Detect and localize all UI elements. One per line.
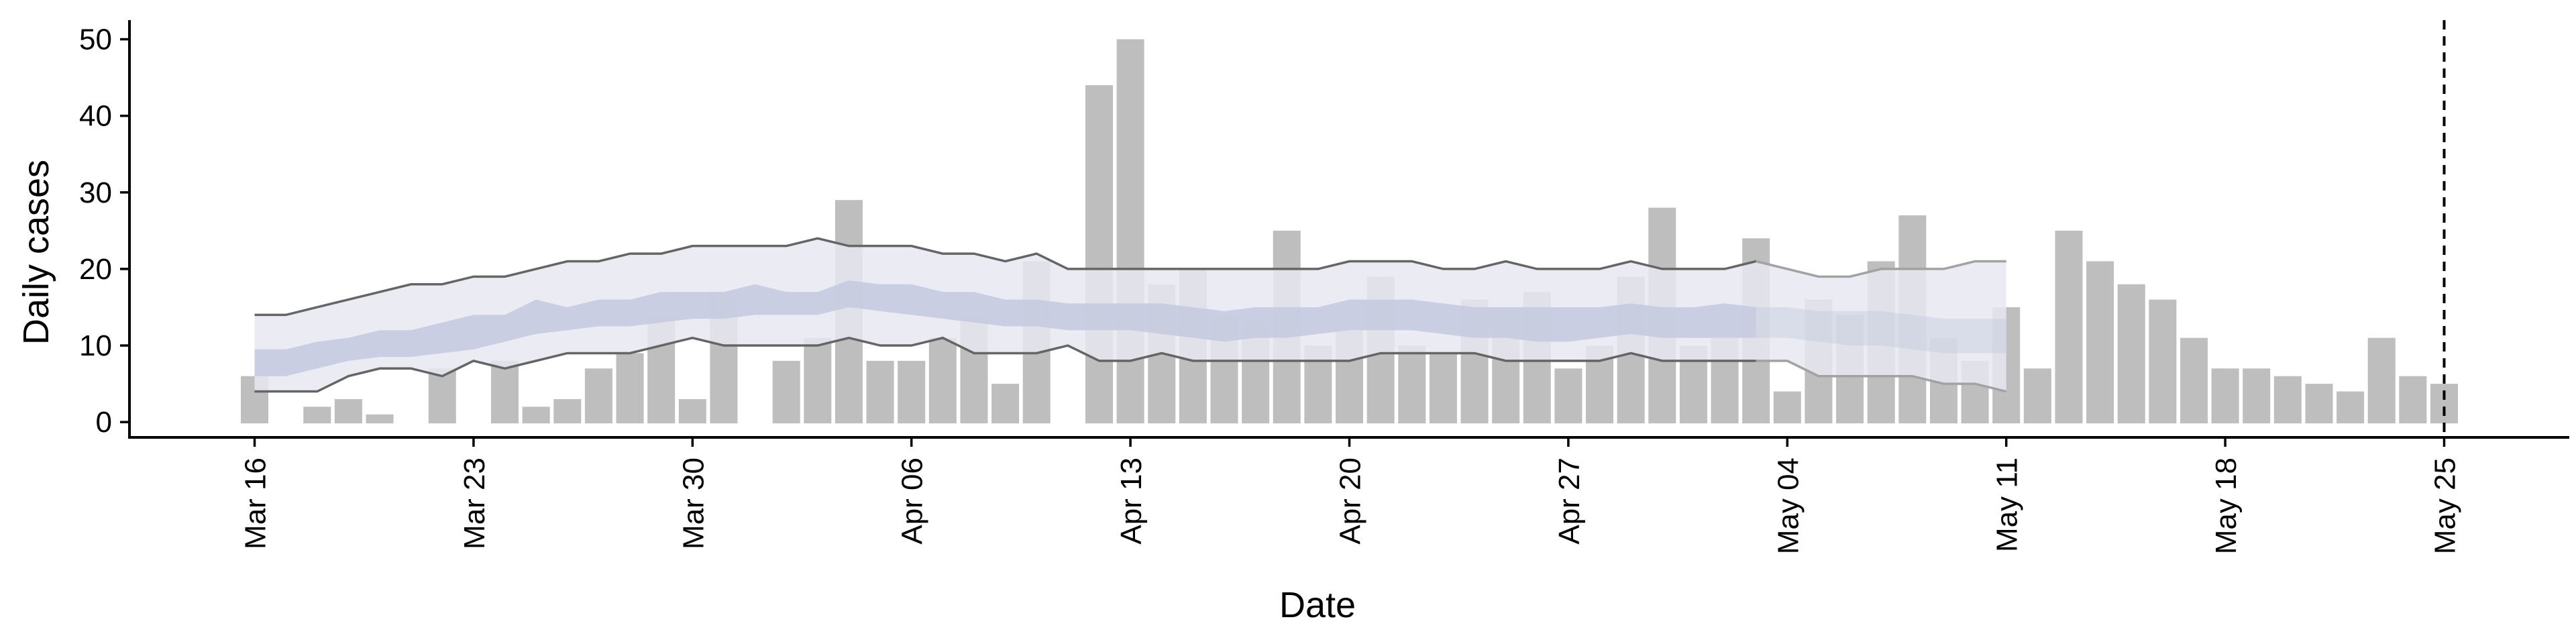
bar <box>866 360 894 424</box>
x-tick-label: Mar 16 <box>239 458 272 549</box>
x-tick-label: Mar 30 <box>677 458 710 549</box>
bar <box>2367 337 2396 424</box>
y-tick-label: 0 <box>96 406 112 439</box>
y-tick-label: 10 <box>79 329 112 362</box>
y-tick-label: 50 <box>79 23 112 56</box>
bar <box>491 360 519 424</box>
x-tick-label: Mar 23 <box>458 458 491 549</box>
lower-bound-line <box>254 336 1756 393</box>
bar <box>1116 39 1144 424</box>
x-tick-label: Apr 06 <box>896 458 929 545</box>
bar <box>553 398 582 424</box>
bar <box>428 368 456 424</box>
upper-bound-line <box>254 237 1757 317</box>
bar <box>2086 261 2114 424</box>
upper-bound-line-projection <box>1756 260 2006 278</box>
bar <box>772 360 800 424</box>
bar <box>1398 345 1426 424</box>
bar <box>1085 85 1113 424</box>
bars-layer <box>240 39 2459 424</box>
bar <box>928 337 957 424</box>
forecast-band-layer <box>254 238 2006 392</box>
inner-uncertainty-band <box>254 280 1756 376</box>
bar <box>898 360 926 424</box>
x-tick-label: May 11 <box>1991 458 2024 552</box>
bar <box>2211 368 2239 424</box>
bar <box>2243 368 2271 424</box>
bar <box>2399 376 2427 424</box>
y-axis-title: Daily cases <box>16 160 56 345</box>
bar <box>1773 391 1801 424</box>
bar <box>804 337 832 424</box>
bar <box>616 353 644 424</box>
bar <box>2273 376 2302 424</box>
x-axis-title: Date <box>1279 585 1356 625</box>
y-tick-label: 20 <box>79 253 112 286</box>
bar <box>1429 353 1457 424</box>
x-tick-label: May 04 <box>1772 458 1805 554</box>
x-tick-label: Apr 27 <box>1553 458 1586 545</box>
bar <box>522 407 550 424</box>
bar <box>2305 384 2333 424</box>
bar <box>1554 368 1582 424</box>
bar <box>2055 230 2083 424</box>
bar <box>334 398 362 424</box>
lower-bound-line-projection <box>1756 360 2007 393</box>
y-tick-label: 30 <box>79 176 112 209</box>
bar <box>2149 299 2177 424</box>
x-tick-label: Apr 13 <box>1115 458 1148 545</box>
bar <box>303 407 331 424</box>
x-tick-label: May 25 <box>2428 458 2461 554</box>
bar <box>678 398 706 424</box>
bar <box>2337 391 2365 424</box>
bar <box>366 414 394 424</box>
bar <box>2430 384 2459 424</box>
y-tick-label: 40 <box>79 100 112 133</box>
bar <box>2117 284 2145 424</box>
x-tick-label: Apr 20 <box>1334 458 1367 545</box>
ticks-layer: 0 10 20 30 40 50 Mar 16 Mar 23 Mar 30 Apr 06 Apr 1… <box>79 23 2461 555</box>
bar <box>2180 337 2208 424</box>
x-tick-label: May 18 <box>2210 458 2243 554</box>
bar <box>2023 368 2051 424</box>
bar <box>584 368 612 424</box>
inner-uncertainty-band-projection <box>1756 307 2006 354</box>
bar <box>991 384 1020 424</box>
forecast-lines-layer <box>254 237 2007 393</box>
